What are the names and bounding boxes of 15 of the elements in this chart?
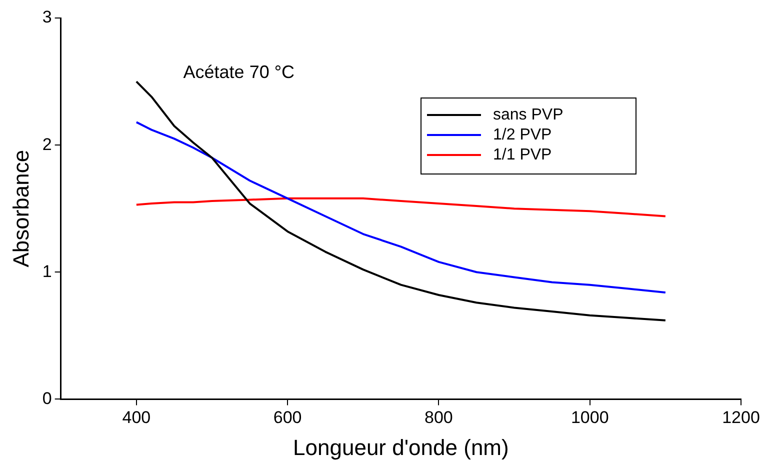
- legend-label: sans PVP: [493, 106, 564, 124]
- annotation: Acétate 70 °C: [183, 62, 295, 82]
- x-tick-label: 600: [273, 408, 302, 428]
- x-axis-title: Longueur d'onde (nm): [293, 434, 509, 460]
- x-tick-label: 1000: [570, 408, 609, 428]
- y-tick-label: 2: [42, 134, 52, 154]
- y-tick-label: 0: [42, 388, 52, 408]
- x-tick-label: 800: [424, 408, 453, 428]
- x-tick-label: 400: [122, 408, 151, 428]
- x-tick-label: 1200: [722, 408, 760, 428]
- legend-label: 1/1 PVP: [493, 146, 552, 164]
- y-tick-label: 1: [42, 262, 52, 281]
- y-tick-label: 3: [42, 8, 52, 27]
- legend-label: 1/2 PVP: [493, 126, 552, 144]
- y-axis-title: Absorbance: [8, 150, 34, 268]
